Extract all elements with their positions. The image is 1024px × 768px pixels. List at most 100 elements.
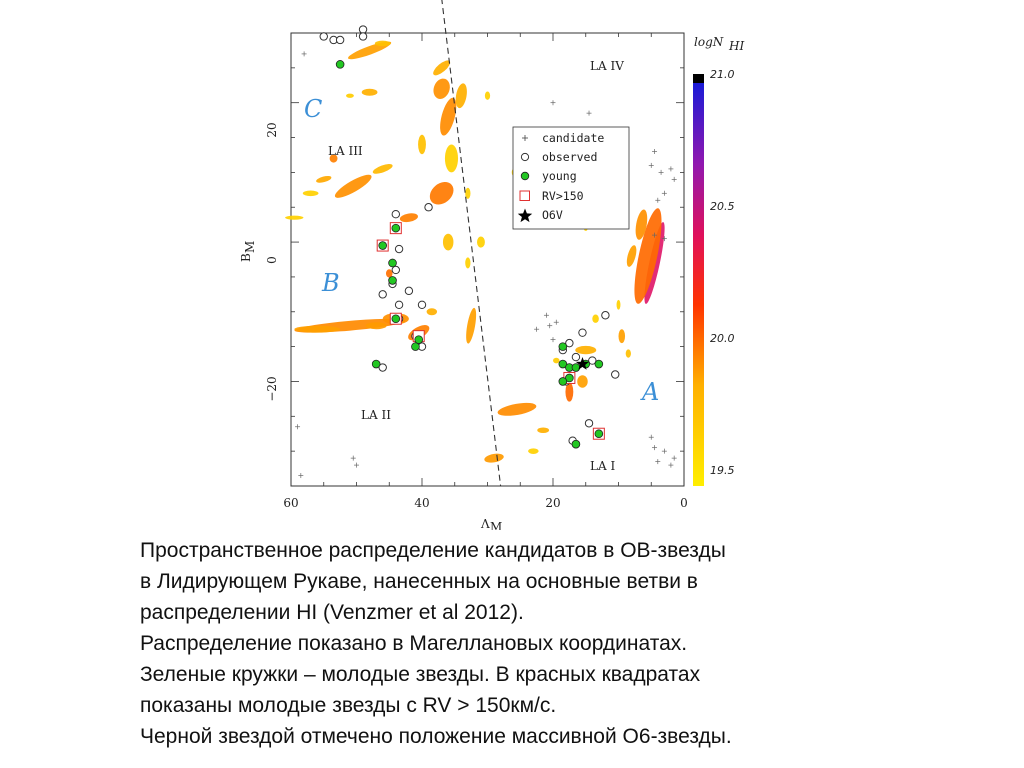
colorbar-cap (693, 74, 704, 83)
observed-marker (404, 286, 414, 296)
candidate-marker (553, 319, 559, 325)
hi-emission-blob (497, 402, 537, 416)
legend-candidate-label: candidate (542, 131, 604, 145)
observed-marker (391, 210, 400, 219)
legend: candidate observed young RV>150 O6V (512, 126, 630, 230)
hi-emission-blob (374, 40, 391, 47)
candidate-marker (301, 51, 307, 57)
colorbar-title-main: logN (694, 35, 724, 49)
hi-emission-blob (361, 88, 378, 96)
candidate-marker (652, 232, 658, 238)
young-marker (594, 359, 604, 369)
x-axis-label-main: Λ (480, 517, 490, 530)
caption-line: в Лидирующем Рукаве, нанесенных на основ… (140, 570, 698, 593)
young-marker (571, 439, 581, 449)
hi-emission-blob (465, 257, 471, 269)
hi-emission-blob (385, 269, 393, 278)
hi-emission-blob (565, 382, 574, 402)
hi-emission-blob (429, 182, 454, 205)
caption-line: Черной звездой отмечено положение массив… (140, 725, 732, 748)
colorbar-title-sub: HI (728, 39, 744, 53)
x-tick-label: 40 (414, 496, 429, 510)
colorbar-tick-label: 21.0 (710, 68, 735, 81)
axis-ticks (290, 32, 685, 487)
observed-marker (378, 363, 387, 372)
observed-marker (319, 32, 328, 41)
caption-line: распределении HI (Venzmer et al 2012). (140, 601, 524, 624)
stream-label-b: B (321, 269, 340, 297)
x-axis-label-sub: M (490, 520, 502, 530)
legend-rv-label: RV>150 (542, 189, 584, 203)
x-axis-label: Λ M (480, 517, 502, 530)
young-marker (371, 359, 381, 369)
caption-line: Пространственное распределение кандидато… (140, 539, 726, 562)
x-tick-label: 0 (680, 496, 688, 510)
observed-marker (335, 35, 345, 45)
hi-emission-blob (537, 427, 550, 434)
young-marker (414, 335, 424, 344)
colorbar-tick-label: 20.5 (710, 200, 735, 213)
candidate-marker (648, 434, 654, 440)
candidate-marker (547, 323, 553, 329)
candidate-marker (661, 448, 667, 454)
legend-o6v-star-icon (517, 208, 533, 223)
colorbar: logN HI 21.0 20.5 20.0 19.5 (693, 35, 744, 486)
hi-emission-blob (285, 215, 304, 220)
hi-emission-blob (455, 83, 467, 109)
legend-box (512, 126, 630, 230)
observed-marker (358, 25, 368, 34)
x-tick-label: 60 (283, 496, 298, 510)
hi-emission-blob (626, 245, 637, 267)
legend-o6v-label: O6V (542, 208, 563, 222)
hi-emission-blob (372, 164, 393, 174)
hi-emission-blob (302, 190, 319, 197)
young-marker (411, 342, 420, 351)
hi-emission-blob (444, 144, 459, 173)
hi-emission-blob (426, 308, 438, 316)
region-label-la-iii: LA III (328, 144, 363, 158)
candidate-marker (661, 236, 667, 242)
candidate-marker (534, 326, 540, 332)
observed-marker (378, 290, 387, 299)
hi-emission-blob (592, 314, 599, 323)
observed-marker (578, 328, 587, 337)
observed-marker (424, 203, 433, 212)
candidate-marker (658, 169, 664, 175)
hi-emission-blob (484, 453, 504, 463)
candidate-marker (668, 166, 674, 172)
hi-emission-blob (399, 213, 418, 223)
candidate-marker (648, 162, 654, 168)
y-tick-label: −20 (265, 376, 279, 401)
candidate-marker (671, 176, 677, 182)
hi-emission-blob (625, 349, 631, 358)
region-label-la-i: LA I (590, 459, 615, 473)
young-marker (558, 342, 568, 351)
y-tick-label: 0 (265, 256, 279, 264)
figure-caption: Пространственное распределение кандидато… (140, 535, 1000, 752)
observed-marker (565, 338, 574, 348)
legend-observed-symbol (520, 152, 530, 162)
hi-emission-blob (577, 375, 588, 388)
young-marker (378, 241, 388, 250)
y-axis-label: B M (239, 241, 257, 262)
candidate-marker (586, 110, 592, 116)
candidate-marker (655, 197, 661, 203)
hi-emission-blob (316, 175, 332, 183)
candidate-marker (350, 455, 356, 461)
observed-marker (611, 370, 620, 379)
hi-emission-blob (635, 209, 648, 240)
colorbar-tick-label: 20.0 (710, 332, 735, 345)
observed-marker (588, 356, 597, 365)
caption-line: Распределение показано в Магеллановых ко… (140, 632, 688, 655)
hi-emission-blob (334, 174, 372, 198)
hi-emission-blob (634, 208, 662, 304)
star-markers (295, 25, 677, 479)
candidate-marker (295, 424, 301, 430)
stream-boundary-dashed-line (441, 0, 502, 487)
legend-observed-label: observed (542, 150, 597, 164)
hi-emission-blob (365, 322, 387, 330)
hi-emission-blob (618, 329, 626, 344)
hi-emission-blob (465, 187, 471, 199)
observed-marker (391, 265, 400, 275)
young-marker (558, 377, 568, 386)
